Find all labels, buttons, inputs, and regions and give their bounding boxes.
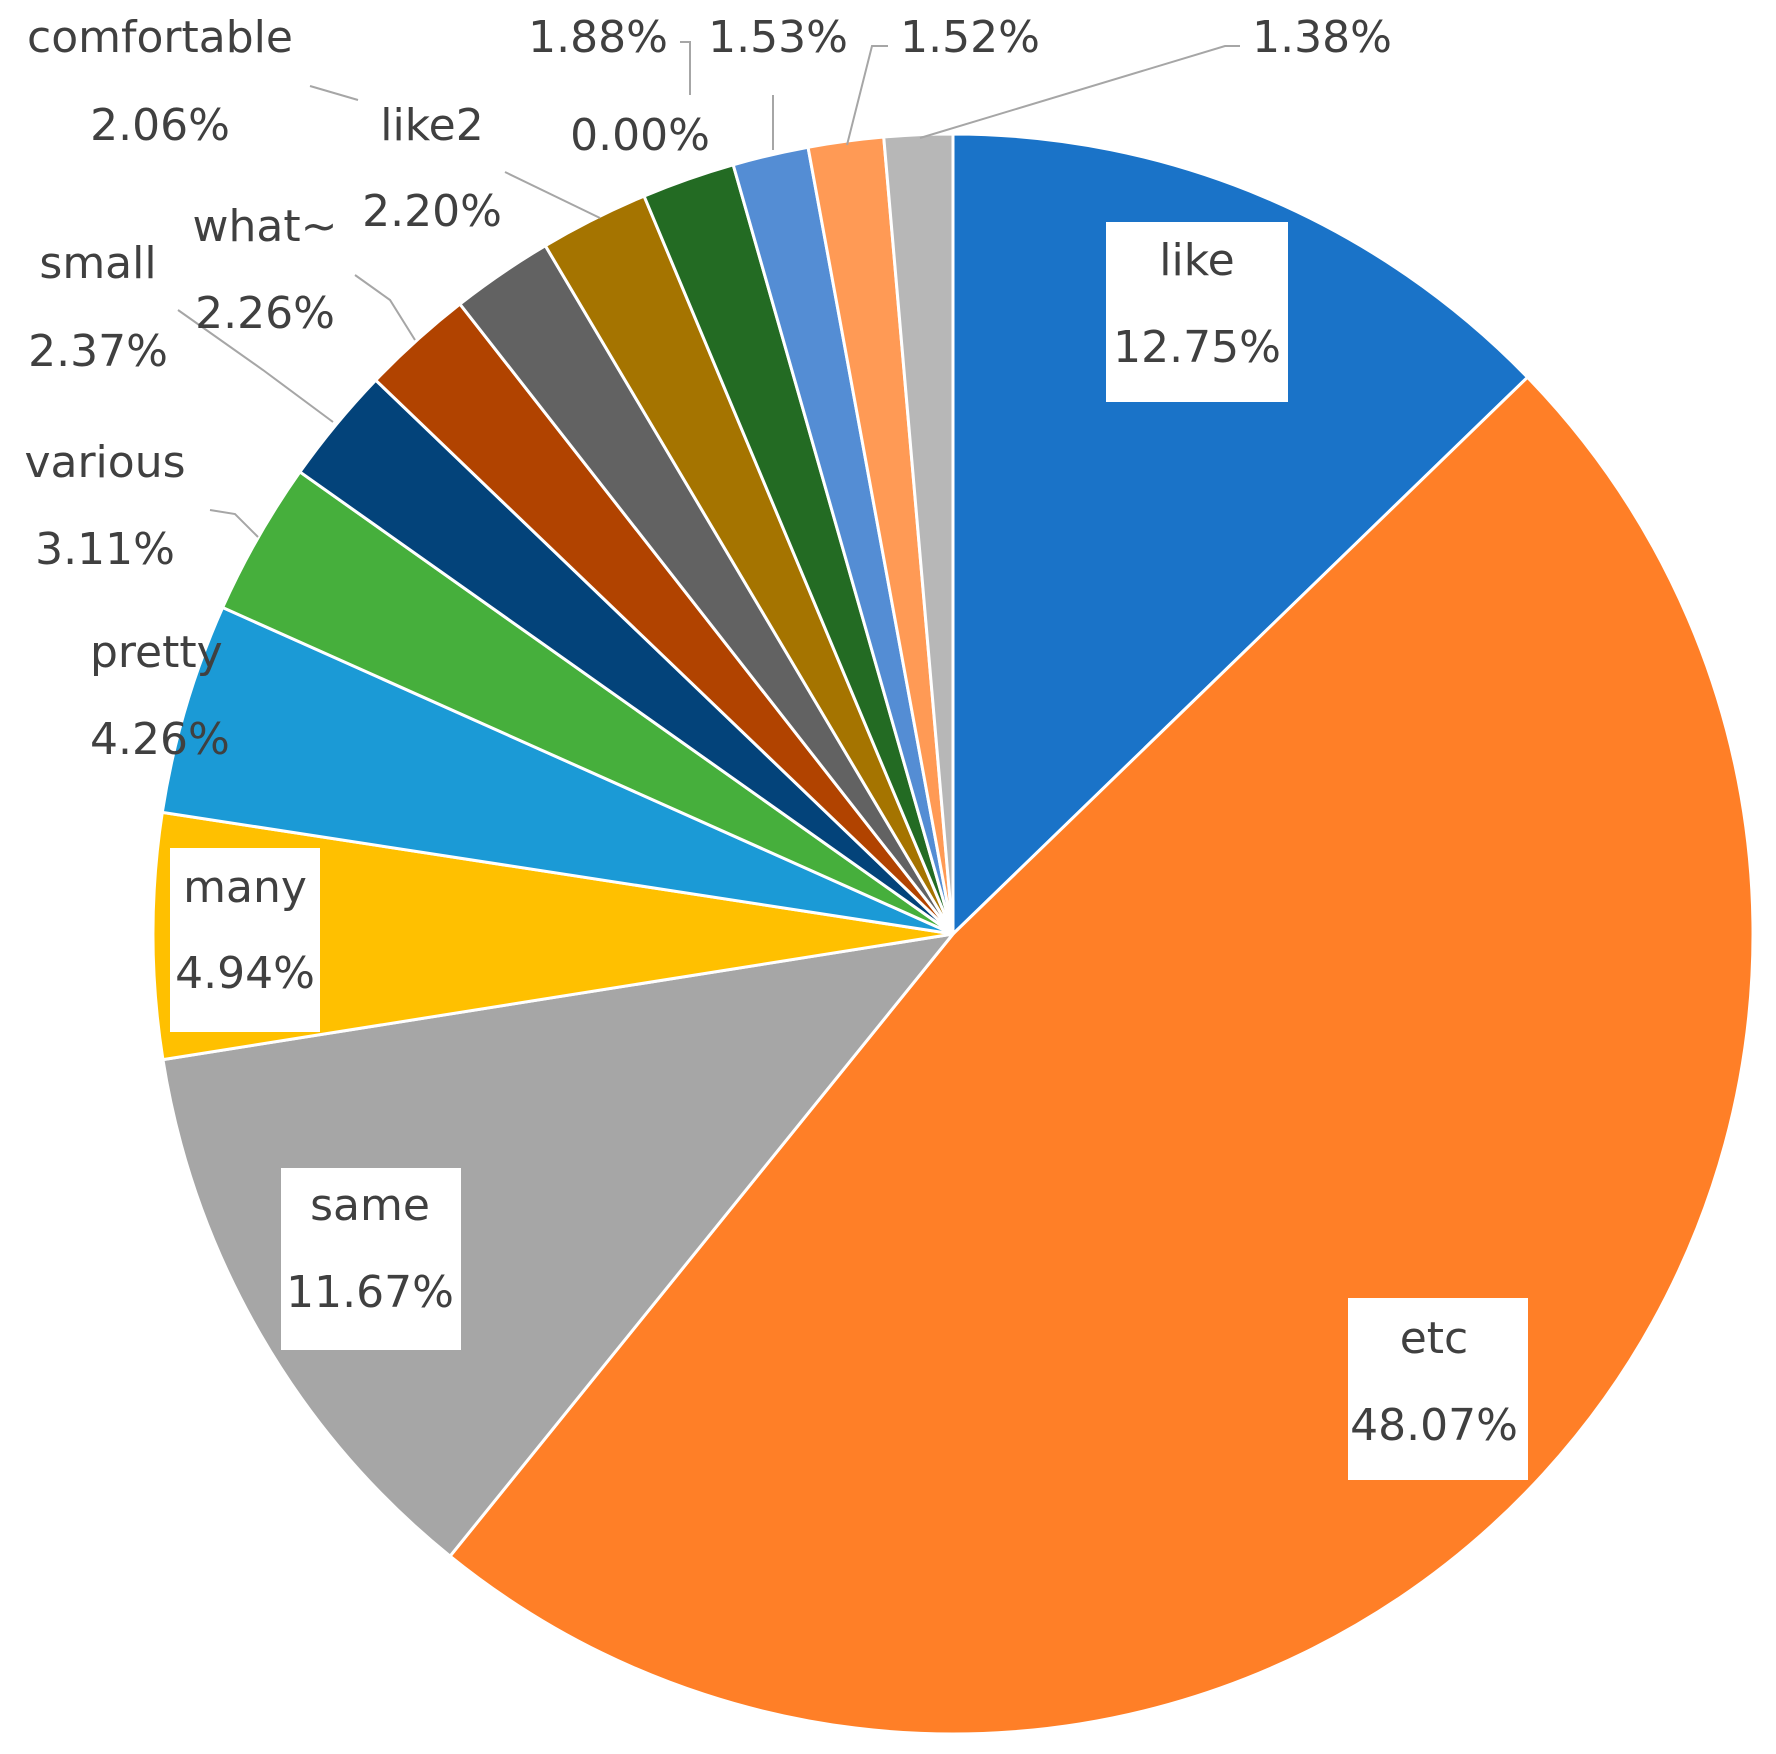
leader-line-like2 <box>504 171 601 219</box>
slice-percent-comfortable: 2.06% <box>90 100 230 151</box>
leader-line-comfortable <box>309 85 359 101</box>
slice-percent-pretty: 4.26% <box>90 714 230 765</box>
slice-percent-like2: 2.20% <box>362 186 502 237</box>
slice-name-like2: like2 <box>380 100 483 151</box>
slice-percent-slice-10: 1.88% <box>528 12 668 63</box>
slice-name-like: like <box>1159 235 1234 286</box>
leader-line-slice-10 <box>680 41 691 95</box>
leader-line-various <box>209 509 259 538</box>
slice-percent-slice-14: 1.38% <box>1252 12 1392 63</box>
label-box-many <box>170 848 320 1032</box>
pie-slice-same <box>161 931 957 1559</box>
label-box-etc <box>1348 1298 1528 1480</box>
slice-name-comfortable: comfortable <box>27 12 293 63</box>
leader-line-slice-13 <box>846 45 888 146</box>
slice-percent-same: 11.67% <box>286 1267 454 1318</box>
slice-name-etc: etc <box>1400 1313 1469 1364</box>
leader-line-what <box>354 274 416 341</box>
label-box-same <box>281 1168 461 1350</box>
pie-slice-like <box>951 132 1530 938</box>
slice-name-same: same <box>310 1180 430 1231</box>
slice-percent-small: 2.37% <box>28 326 168 377</box>
pie-slice-many <box>151 810 954 1062</box>
slice-percent-etc: 48.07% <box>1350 1400 1518 1451</box>
leader-lines <box>177 41 1240 538</box>
slice-percent-slice-13: 1.52% <box>900 12 1040 63</box>
slice-percent-like: 12.75% <box>1113 322 1281 373</box>
slice-name-small: small <box>39 238 156 289</box>
slice-percent-slice-12: 1.53% <box>708 12 848 63</box>
pie-slices <box>151 132 1755 1736</box>
pie-slice-slice-14 <box>882 132 955 935</box>
pie-slice-pretty <box>160 605 954 936</box>
slice-name-what: what~ <box>193 201 338 252</box>
slice-name-pretty: pretty <box>90 627 223 678</box>
label-box-like <box>1106 222 1288 402</box>
leader-line-slice-14 <box>919 45 1240 139</box>
slice-name-many: many <box>183 862 307 913</box>
slice-name-various: various <box>24 437 185 488</box>
slice-percent-slice-11: 0.00% <box>570 110 710 161</box>
slice-percent-what: 2.26% <box>195 288 335 339</box>
slice-percent-many: 4.94% <box>175 948 315 999</box>
leader-line-small <box>177 309 334 423</box>
slice-percent-various: 3.11% <box>35 524 175 575</box>
slice-labels: like 12.75% etc 48.07% same 11.67% many 4.94% pr… <box>24 12 1528 1480</box>
